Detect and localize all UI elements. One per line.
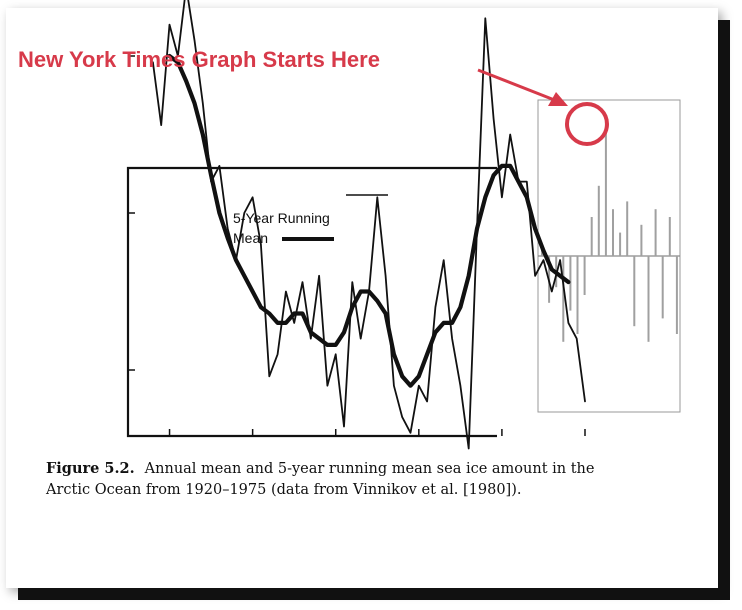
overlay-anomaly-bar	[633, 256, 636, 327]
annotation-arrow-head	[548, 92, 568, 106]
annotation-arrow-line	[477, 68, 558, 103]
overlay-anomaly-bar	[675, 256, 678, 334]
overlay-anomaly-bar	[668, 217, 671, 256]
overlay-anomaly-bar	[597, 185, 600, 256]
overlay-anomaly-bar	[619, 232, 622, 256]
overlay-anomaly-bar	[647, 256, 650, 342]
overlay-anomaly-bar	[612, 209, 614, 256]
nyt-overlay-chart	[537, 99, 681, 413]
caption-text: Annual mean and 5-year running mean sea …	[46, 461, 595, 498]
running-mean-line	[167, 53, 571, 388]
figure-sheet	[6, 8, 718, 588]
legend-running-label: 5-Year Running	[233, 210, 330, 226]
overlay-anomaly-bar	[640, 224, 643, 256]
annotation-label: New York Times Graph Starts Here	[18, 47, 380, 72]
overlay-anomaly-bar	[654, 209, 657, 256]
overlay-anomaly-bar	[583, 256, 586, 295]
overlay-anomaly-bar	[604, 115, 607, 256]
overlay-anomaly-bar	[590, 217, 593, 256]
overlay-anomaly-bar	[569, 256, 572, 311]
figure-caption: Figure 5.2. Annual mean and 5-year runnin…	[46, 458, 606, 501]
overlay-anomaly-bar	[562, 256, 565, 342]
figure-number: Figure 5.2.	[46, 460, 135, 477]
plot-frame	[126, 166, 497, 438]
annotation-layer	[477, 68, 609, 146]
overlay-anomaly-bar	[626, 201, 629, 256]
annotation-circle	[565, 102, 609, 146]
overlay-anomaly-bar	[661, 256, 664, 319]
overlay-anomaly-bar	[576, 256, 579, 334]
